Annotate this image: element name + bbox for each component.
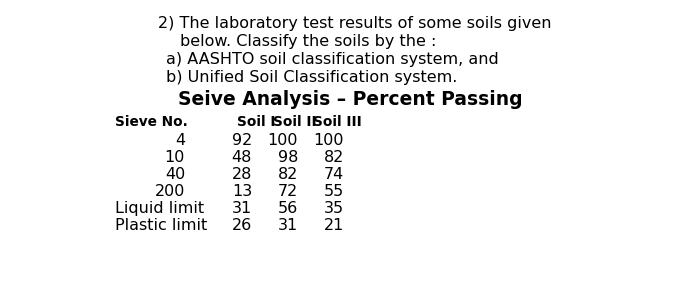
Text: Seive Analysis – Percent Passing: Seive Analysis – Percent Passing <box>178 90 522 109</box>
Text: 55: 55 <box>323 184 344 199</box>
Text: 98: 98 <box>278 150 298 165</box>
Text: Soil III: Soil III <box>313 115 362 129</box>
Text: 2) The laboratory test results of some soils given: 2) The laboratory test results of some s… <box>158 16 552 31</box>
Text: 35: 35 <box>324 201 344 216</box>
Text: 100: 100 <box>314 133 344 148</box>
Text: 21: 21 <box>323 218 344 233</box>
Text: 82: 82 <box>323 150 344 165</box>
Text: 48: 48 <box>232 150 252 165</box>
Text: Liquid limit: Liquid limit <box>115 201 204 216</box>
Text: Soil I: Soil I <box>237 115 276 129</box>
Text: Soil II: Soil II <box>273 115 316 129</box>
Text: Plastic limit: Plastic limit <box>115 218 207 233</box>
Text: 26: 26 <box>232 218 252 233</box>
Text: 31: 31 <box>278 218 298 233</box>
Text: 31: 31 <box>232 201 252 216</box>
Text: b) Unified Soil Classification system.: b) Unified Soil Classification system. <box>166 70 457 85</box>
Text: 200: 200 <box>155 184 185 199</box>
Text: Sieve No.: Sieve No. <box>115 115 188 129</box>
Text: 4: 4 <box>175 133 185 148</box>
Text: 100: 100 <box>267 133 298 148</box>
Text: 28: 28 <box>232 167 252 182</box>
Text: 74: 74 <box>323 167 344 182</box>
Text: 13: 13 <box>232 184 252 199</box>
Text: 92: 92 <box>232 133 252 148</box>
Text: below. Classify the soils by the :: below. Classify the soils by the : <box>180 34 436 49</box>
Text: 56: 56 <box>278 201 298 216</box>
Text: 82: 82 <box>278 167 298 182</box>
Text: 40: 40 <box>164 167 185 182</box>
Text: 72: 72 <box>278 184 298 199</box>
Text: a) AASHTO soil classification system, and: a) AASHTO soil classification system, an… <box>166 52 498 67</box>
Text: 10: 10 <box>164 150 185 165</box>
